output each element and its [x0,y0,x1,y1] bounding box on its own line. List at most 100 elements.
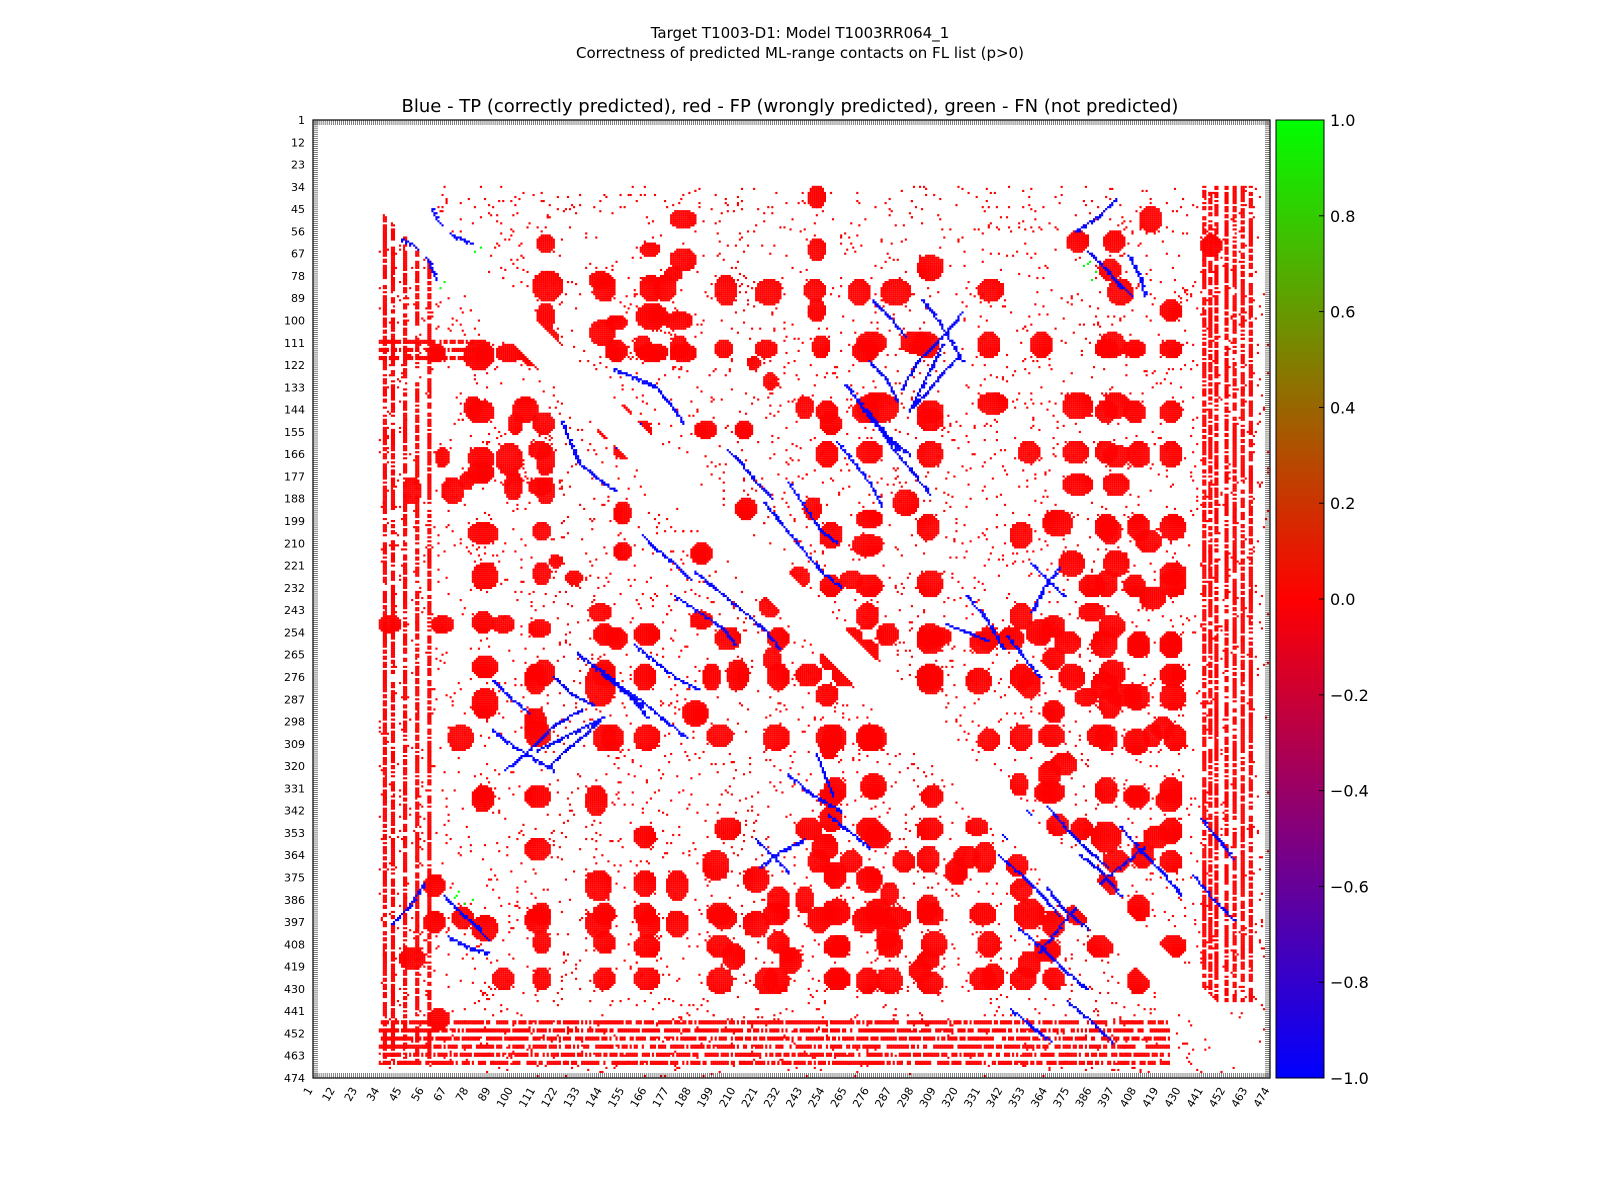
fp-cell [646,303,648,305]
fp-cell [419,486,421,488]
fp-cell [652,348,654,350]
fp-cell [656,352,658,354]
fp-cell [437,348,439,350]
fp-cell [654,324,656,326]
fp-cell [646,313,648,315]
fp-cell [510,358,512,360]
fp-cell [516,469,518,471]
fp-cell [516,445,518,447]
fp-cell [415,494,417,496]
fp-cell [518,463,520,465]
fp-cell [510,360,512,362]
fp-cell [450,480,452,482]
fp-cell [526,362,528,364]
fp-cell [642,315,644,317]
fp-cell [678,251,680,253]
fp-cell [407,484,409,486]
fp-cell [441,465,443,467]
fp-cell [644,247,646,249]
fp-cell [510,447,512,449]
fp-cell [444,457,446,459]
fp-cell [652,245,654,247]
fp-cell [403,488,405,490]
fp-cell [545,465,547,467]
fp-cell [446,449,448,451]
fp-cell [500,354,502,356]
fp-cell [407,480,409,482]
fp-cell [660,324,662,326]
fp-cell [539,471,541,473]
fp-cell [638,309,640,311]
fp-cell [686,218,688,220]
fp-cell [672,224,674,226]
fp-cell [520,463,522,465]
fp-cell [670,214,672,216]
fp-cell [444,451,446,453]
fp-cell [650,249,652,251]
fp-cell [458,488,460,490]
fp-cell [502,463,504,465]
fp-cell [514,469,516,471]
fp-cell [650,328,652,330]
fp-cell [676,249,678,251]
fp-cell [454,488,456,490]
fp-cell [646,283,648,285]
fp-cell [411,500,413,502]
fp-cell [549,324,551,326]
fp-cell [646,245,648,247]
fp-cell [656,322,658,324]
fp-cell [502,352,504,354]
fp-cell [498,453,500,455]
fp-cell [484,459,486,461]
fp-cell [480,447,482,449]
fp-cell [446,486,448,488]
fp-cell [676,212,678,214]
fp-cell [413,502,415,504]
fp-cell [502,471,504,473]
fp-cell [646,328,648,330]
fp-cell [662,320,664,322]
fp-cell [500,352,502,354]
fp-cell [682,214,684,216]
fp-cell [636,305,638,307]
fp-cell [541,467,543,469]
fp-cell [682,257,684,259]
fp-cell [537,467,539,469]
fp-cell [480,455,482,457]
fp-cell [642,307,644,309]
fp-cell [458,486,460,488]
fp-cell [446,461,448,463]
fp-cell [666,313,668,315]
fp-cell [553,457,555,459]
fp-cell [498,350,500,352]
fp-cell [452,484,454,486]
fp-cell [504,344,506,346]
fp-cell [500,463,502,465]
fp-cell [405,490,407,492]
fp-cell [541,465,543,467]
fp-cell [658,251,660,253]
fp-cell [676,210,678,212]
fp-cell [640,324,642,326]
fp-cell [411,484,413,486]
fp-cell [551,247,553,249]
fp-cell [488,453,490,455]
fp-cell [435,348,437,350]
fp-cell [658,309,660,311]
fp-cell [642,313,644,315]
fp-cell [658,320,660,322]
fp-cell [676,226,678,228]
fp-cell [441,490,443,492]
fp-cell [551,249,553,251]
fp-cell [644,360,646,362]
fp-cell [656,249,658,251]
fp-cell [504,467,506,469]
fp-cell [504,354,506,356]
fp-cell [646,281,648,283]
fp-cell [672,257,674,259]
fp-cell [435,354,437,356]
fp-cell [431,354,433,356]
fp-cell [694,222,696,224]
fp-cell [506,469,508,471]
fp-cell [658,245,660,247]
